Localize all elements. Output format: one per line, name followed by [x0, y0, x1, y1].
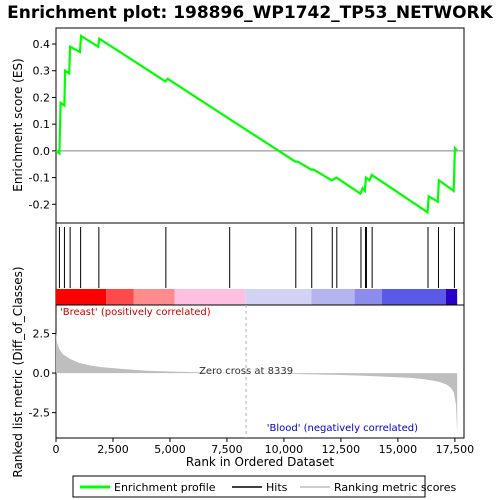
colorbar-segment: [245, 289, 312, 305]
metric-y-tick-label: 2.5: [33, 328, 51, 341]
es-y-tick-label: -0.1: [29, 172, 50, 185]
legend-hits-label: Hits: [266, 481, 288, 494]
metric-y-axis-label: Ranked list metric (Diff_of_Classes): [11, 266, 25, 477]
es-y-tick-label: -0.2: [29, 198, 50, 211]
x-tick-label: 15,000: [379, 443, 418, 456]
positive-class-label: 'Breast' (positively correlated): [60, 307, 211, 318]
x-tick-label: 7,500: [211, 443, 243, 456]
x-tick-label: 10,000: [265, 443, 304, 456]
metric-y-axis: -2.5 0.0 2.5: [29, 328, 56, 420]
colorbar-segment: [174, 289, 246, 305]
x-axis-label: Rank in Ordered Dataset: [186, 455, 334, 469]
legend-profile-label: Enrichment profile: [114, 481, 216, 494]
es-y-axis-label: Enrichment score (ES): [11, 58, 25, 191]
colorbar-segment: [311, 289, 355, 305]
enrichment-profile-line: [55, 34, 459, 215]
x-tick-label: 5,000: [154, 443, 186, 456]
colorbar-segment: [133, 289, 175, 305]
colorbar-segment: [381, 289, 446, 305]
es-y-tick-label: 0.2: [33, 91, 51, 104]
es-panel-frame: [55, 27, 465, 224]
colorbar-segment: [56, 289, 107, 305]
zero-cross-label: Zero cross at 8339: [199, 366, 293, 377]
colorbar-segment: [354, 289, 382, 305]
hit-lines: [58, 227, 455, 288]
x-axis: 0 2,500 5,000 7,500 10,000 12,500 15,000 17,500: [53, 438, 475, 456]
es-y-tick-label: 0.0: [33, 145, 51, 158]
es-y-tick-label: 0.4: [33, 38, 51, 51]
hits-panel: [55, 222, 465, 306]
metric-y-tick-label: -2.5: [29, 407, 50, 420]
es-y-axis: -0.2 -0.1 0.0 0.1 0.2 0.3 0.4: [29, 38, 56, 211]
es-panel: -0.2 -0.1 0.0 0.1 0.2 0.3 0.4 Enrichment score…: [11, 27, 465, 224]
x-tick-label: 12,500: [322, 443, 361, 456]
metric-y-tick-label: 0.0: [33, 367, 51, 380]
negative-class-label: 'Blood' (negatively correlated): [267, 423, 418, 434]
es-y-tick-label: 0.1: [33, 118, 51, 131]
legend: Enrichment profile Hits Ranking metric s…: [72, 475, 456, 498]
es-y-tick-label: 0.3: [33, 65, 51, 78]
legend-metric-label: Ranking metric scores: [334, 481, 456, 494]
colorbar-segment: [106, 289, 134, 305]
x-tick-label: 17,500: [436, 443, 475, 456]
chart-title: Enrichment plot: 198896_WP1742_TP53_NETW…: [7, 3, 493, 23]
x-tick-label: 0: [53, 443, 60, 456]
rank-colorbar: [56, 289, 458, 305]
metric-panel: -2.5 0.0 2.5 Zero cross at 8339 'Breast' (…: [11, 266, 465, 478]
x-tick-label: 2,500: [97, 443, 129, 456]
colorbar-segment: [445, 289, 458, 305]
